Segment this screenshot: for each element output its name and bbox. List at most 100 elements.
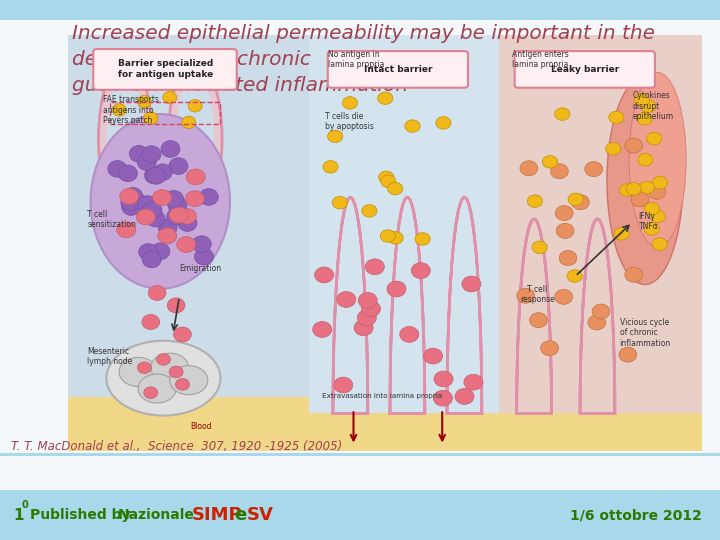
Ellipse shape [323,160,338,173]
Ellipse shape [436,117,451,129]
Ellipse shape [641,100,656,112]
Ellipse shape [121,194,140,211]
Text: SIMP: SIMP [192,506,242,524]
Ellipse shape [626,183,642,195]
Text: T cell
response: T cell response [520,285,554,304]
Ellipse shape [631,192,649,207]
Bar [499,35,702,451]
Ellipse shape [530,313,547,328]
Ellipse shape [542,156,557,168]
Ellipse shape [609,111,624,124]
Ellipse shape [387,281,406,297]
Ellipse shape [592,304,610,319]
Ellipse shape [178,215,197,232]
Ellipse shape [644,222,660,235]
Ellipse shape [629,72,686,247]
Text: Leaky barrier: Leaky barrier [551,65,619,73]
Ellipse shape [120,188,139,204]
Ellipse shape [123,187,143,204]
Ellipse shape [361,301,380,317]
Ellipse shape [434,371,453,387]
Text: Cytokines
disrupt
epithelium: Cytokines disrupt epithelium [632,91,673,121]
Ellipse shape [164,191,184,207]
Ellipse shape [606,143,621,155]
Ellipse shape [107,72,144,206]
Text: gut T cell-mediated inflammation: gut T cell-mediated inflammation [72,76,408,95]
Ellipse shape [381,175,396,187]
Ellipse shape [176,72,214,206]
Bar [68,35,309,451]
Text: Published by: Published by [30,508,131,522]
Text: T cells die
by apoptosis: T cells die by apoptosis [325,112,374,131]
Ellipse shape [118,165,138,181]
Text: No antigen in
lamina propria: No antigen in lamina propria [328,50,384,69]
Ellipse shape [415,233,431,245]
Ellipse shape [117,222,136,238]
Ellipse shape [188,99,202,112]
Ellipse shape [168,197,187,213]
Ellipse shape [555,206,573,221]
Ellipse shape [169,366,183,377]
Ellipse shape [168,60,222,218]
Ellipse shape [634,94,649,106]
Ellipse shape [517,288,534,303]
Ellipse shape [541,341,559,356]
Ellipse shape [167,298,185,313]
Ellipse shape [142,314,160,329]
Ellipse shape [568,193,583,206]
Bar [68,397,309,451]
Text: Blood: Blood [191,422,212,431]
Ellipse shape [652,238,667,251]
Ellipse shape [464,374,483,390]
Ellipse shape [144,387,158,399]
FancyBboxPatch shape [94,49,237,90]
Ellipse shape [136,209,156,225]
Ellipse shape [637,112,652,125]
Ellipse shape [112,104,126,116]
Ellipse shape [607,77,683,285]
Ellipse shape [334,377,353,393]
Ellipse shape [648,184,666,199]
Ellipse shape [312,322,332,338]
Ellipse shape [567,270,582,282]
Ellipse shape [619,184,634,197]
Ellipse shape [361,205,377,217]
Ellipse shape [192,236,211,252]
Text: T cell
sensitization: T cell sensitization [87,210,136,229]
Ellipse shape [423,348,443,364]
Ellipse shape [151,243,170,260]
Text: Intact barrier: Intact barrier [364,65,432,73]
Ellipse shape [379,171,394,184]
Text: Antigen enters
lamina propria: Antigen enters lamina propria [512,50,569,69]
Bar [309,35,499,451]
Ellipse shape [186,169,205,185]
Bar [68,35,702,451]
Ellipse shape [108,160,127,177]
Text: 0: 0 [22,501,28,510]
Ellipse shape [650,210,665,222]
Ellipse shape [145,167,163,184]
Ellipse shape [433,390,452,406]
Ellipse shape [153,190,171,206]
Ellipse shape [647,132,662,145]
Ellipse shape [156,354,171,365]
Ellipse shape [148,286,166,300]
Bar [109,102,220,125]
Text: Barrier specialized
for antigen uptake: Barrier specialized for antigen uptake [117,59,213,79]
Text: e: e [234,506,246,524]
Text: SV: SV [247,506,274,524]
Bar [0,0,720,20]
Ellipse shape [343,97,358,109]
Ellipse shape [588,315,606,330]
Text: Nazionale: Nazionale [117,508,194,522]
Ellipse shape [161,141,180,157]
Ellipse shape [169,158,188,174]
Bar [0,490,720,540]
Ellipse shape [572,195,589,210]
Ellipse shape [107,341,220,416]
Ellipse shape [194,248,214,265]
Text: Increased epithelial permeability may be important in the: Increased epithelial permeability may be… [72,24,655,43]
Ellipse shape [176,379,189,390]
Ellipse shape [380,230,395,242]
Ellipse shape [138,374,176,403]
